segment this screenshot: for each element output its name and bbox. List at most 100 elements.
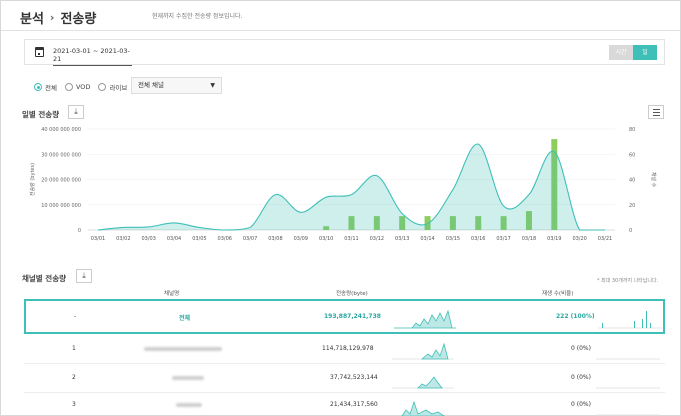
radio-vod[interactable]: VOD <box>64 83 91 91</box>
x-tick-label: 03/11 <box>344 236 358 242</box>
x-tick-label: 03/03 <box>141 236 155 242</box>
radio-all[interactable]: 전체 <box>34 82 57 92</box>
channel-count-bar <box>525 211 532 230</box>
play-count: 0 (0%) <box>571 374 591 381</box>
table-header: 채널명 전송량(byte) 재생 수(비율) <box>24 289 665 299</box>
y2-tick-label: 20 <box>629 203 635 209</box>
table-row[interactable]: 3 21,434,317,560 0 (0%) <box>24 393 665 416</box>
transfer-area-fill <box>98 143 605 230</box>
table-row[interactable]: 1 114,718,129,978 0 (0%) <box>24 335 665 364</box>
max-items-note: * 최대 30개까지 나타납니다. <box>597 278 659 284</box>
day-toggle-button[interactable]: 일 <box>633 45 657 60</box>
x-tick-label: 03/09 <box>294 236 308 242</box>
x-tick-label: 03/10 <box>319 236 333 242</box>
y2-tick-label: 0 <box>629 228 632 234</box>
caret-down-icon: ▼ <box>210 82 215 89</box>
channel-name: 전체 <box>179 315 191 322</box>
transfer-area-line <box>97 143 605 231</box>
channel-section-title: 채널별 전송량 <box>22 274 67 283</box>
y2-axis-title: 채널 수 <box>650 172 657 188</box>
y-tick-label: 20 000 000 000 <box>41 178 81 184</box>
play-count: 222 (100%) <box>556 313 595 320</box>
y2-tick-label: 80 <box>629 127 635 133</box>
channel-count-bar <box>348 216 355 230</box>
x-tick-label: 03/01 <box>91 236 105 242</box>
y-axis-title: 전송량 (bytes) <box>29 163 36 196</box>
radio-live[interactable]: 라이브 <box>98 82 127 92</box>
table-row[interactable]: 2 37,742,523,144 0 (0%) <box>24 364 665 393</box>
y-tick-label: 10 000 000 000 <box>41 203 81 209</box>
channel-name-redacted <box>176 403 202 407</box>
y2-tick-label: 40 <box>629 178 635 184</box>
transfer-sparkline <box>392 342 454 360</box>
x-tick-label: 03/02 <box>116 236 130 242</box>
channel-select[interactable]: 전체 채널 ▼ <box>131 77 222 94</box>
play-count-sparkline <box>598 311 662 329</box>
x-tick-label: 03/04 <box>167 236 181 242</box>
download-icon[interactable]: ⤓ <box>76 269 92 283</box>
radio-checked-icon <box>34 83 42 91</box>
transfer-bytes: 37,742,523,144 <box>330 374 378 381</box>
radio-unchecked-icon <box>98 83 107 91</box>
channel-count-bar <box>424 216 431 230</box>
page-subtitle: 현재까지 수집한 전송량 정보입니다. <box>152 13 243 20</box>
channel-count-bar <box>500 216 507 230</box>
x-tick-label: 03/06 <box>218 236 232 242</box>
play-count-sparkline <box>596 387 660 389</box>
x-tick-label: 03/13 <box>395 236 409 242</box>
x-tick-label: 03/19 <box>547 236 561 242</box>
x-tick-label: 03/07 <box>243 236 257 242</box>
x-tick-label: 03/15 <box>446 236 460 242</box>
channel-name-redacted <box>144 347 222 351</box>
breadcrumb-separator: › <box>49 11 55 24</box>
breadcrumb: 분석 › 전송량 <box>20 8 96 27</box>
play-count-sparkline <box>596 414 660 416</box>
content-type-filter: 전체 VOD 라이브 <box>34 81 135 93</box>
x-tick-label: 03/08 <box>268 236 282 242</box>
y-tick-label: 40 000 000 000 <box>41 127 81 133</box>
table-row-total[interactable]: - 전체 193,887,241,738 222 (100%) <box>24 299 665 334</box>
row-index: 3 <box>72 401 76 408</box>
y2-tick-label: 60 <box>629 152 635 158</box>
col-channel-name: 채널명 <box>164 291 180 297</box>
page-header: 분석 › 전송량 현재까지 수집한 전송량 정보입니다. <box>1 1 680 31</box>
daily-section-title: 일별 전송량 <box>22 110 60 119</box>
x-tick-label: 03/12 <box>370 236 384 242</box>
transfer-bytes: 193,887,241,738 <box>324 313 381 320</box>
channel-count-bar <box>373 216 380 230</box>
play-count: 0 (0%) <box>571 345 591 352</box>
date-filter-bar: 2021-03-01 ~ 2021-03-21 시간 일 <box>24 39 665 66</box>
x-tick-label: 03/05 <box>192 236 206 242</box>
row-index: 2 <box>72 374 76 381</box>
y-tick-label: 0 <box>78 228 81 234</box>
radio-label: VOD <box>75 83 91 91</box>
radio-label: 전체 <box>45 84 57 92</box>
col-transfer-bytes: 전송량(byte) <box>336 291 368 297</box>
x-tick-label: 03/20 <box>572 236 586 242</box>
x-tick-label: 03/17 <box>496 236 510 242</box>
channel-count-bar <box>323 226 330 230</box>
x-tick-label: 03/18 <box>522 236 536 242</box>
transfer-sparkline <box>392 376 454 389</box>
calendar-icon[interactable] <box>35 47 44 57</box>
channel-count-bar <box>475 216 482 230</box>
play-count: 0 (0%) <box>571 401 591 408</box>
date-range-input[interactable]: 2021-03-01 ~ 2021-03-21 <box>53 47 132 66</box>
x-tick-label: 03/21 <box>598 236 612 242</box>
y-tick-label: 30 000 000 000 <box>41 152 81 158</box>
breadcrumb-parent[interactable]: 분석 <box>20 12 44 27</box>
transfer-sparkline <box>394 309 456 329</box>
page-title: 전송량 <box>60 12 97 27</box>
x-tick-label: 03/14 <box>420 236 434 242</box>
row-index: - <box>74 313 77 320</box>
transfer-sparkline <box>401 400 445 416</box>
hour-toggle-button[interactable]: 시간 <box>609 45 633 60</box>
channel-name-redacted <box>172 376 204 380</box>
col-play-count: 재생 수(비율) <box>542 291 574 297</box>
hamburger-icon[interactable] <box>648 105 664 119</box>
download-icon[interactable]: ⤓ <box>68 105 84 119</box>
transfer-bytes: 21,434,317,560 <box>330 401 378 408</box>
channel-count-bar <box>399 216 406 230</box>
play-count-sparkline <box>596 358 660 360</box>
channel-select-value: 전체 채널 <box>138 81 164 89</box>
